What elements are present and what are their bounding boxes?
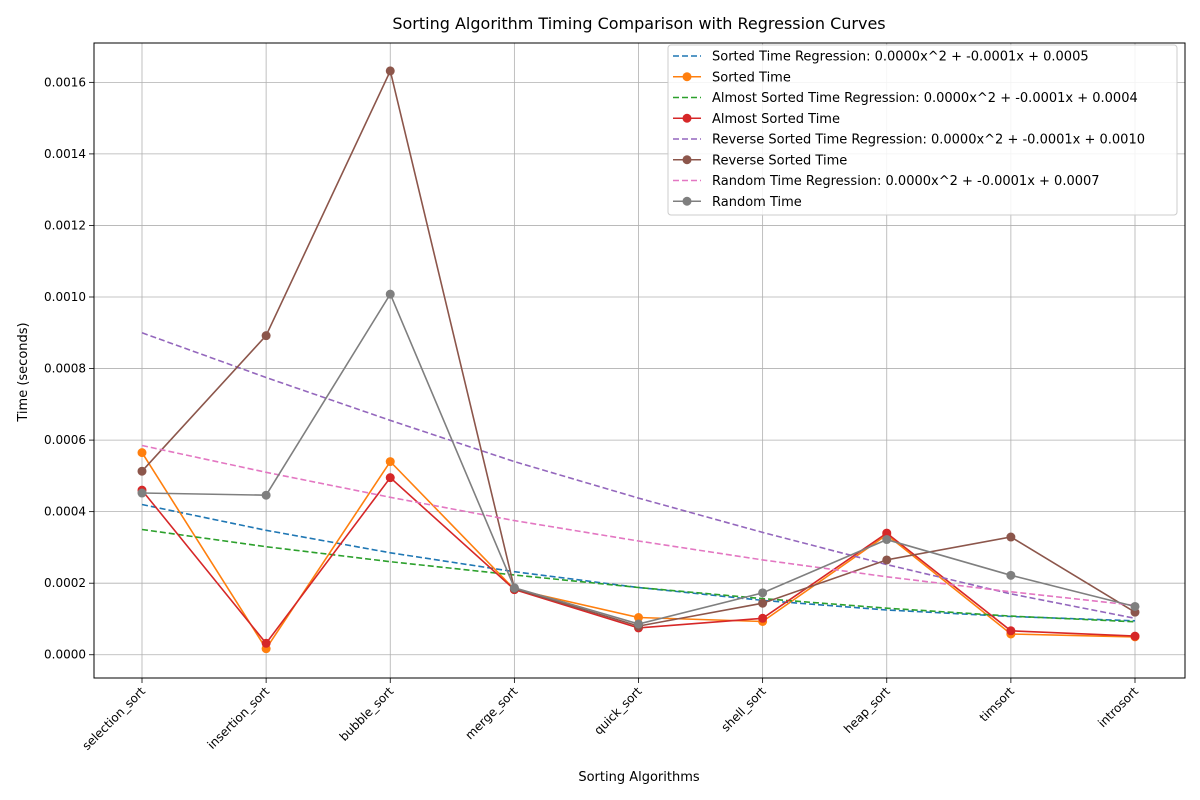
chart-title: Sorting Algorithm Timing Comparison with… [392, 14, 885, 33]
y-axis-label: Time (seconds) [16, 322, 31, 422]
data-point [634, 613, 643, 623]
data-point [385, 66, 395, 76]
data-point [137, 466, 147, 476]
legend-marker [682, 196, 692, 206]
legend-box [667, 44, 1178, 216]
legend-label: Sorted Time Regression: 0.0000x^2 + -0.0… [712, 50, 1089, 65]
data-point [509, 583, 519, 593]
data-point [261, 490, 271, 500]
y-tick-label: 0.0008 [44, 362, 86, 376]
y-tick-label: 0.0016 [44, 75, 86, 89]
plot-series [137, 66, 1140, 654]
y-tick-label: 0.0010 [44, 290, 86, 304]
legend-marker [682, 72, 692, 82]
data-point [1130, 601, 1140, 611]
data-point [261, 638, 271, 648]
y-tick-label: 0.0004 [44, 505, 86, 519]
data-point [1006, 570, 1016, 580]
y-tick-label: 0.0014 [44, 147, 86, 161]
legend-label: Random Time [712, 195, 802, 210]
data-point [385, 473, 395, 483]
legend-marker [682, 155, 692, 165]
y-tick-label: 0.0002 [44, 576, 86, 590]
regression-line [141, 528, 1136, 623]
plot-frame [93, 42, 1186, 679]
y-tick-label: 0.0012 [44, 218, 86, 232]
legend-label: Random Time Regression: 0.0000x^2 + -0.0… [712, 174, 1100, 189]
data-point [882, 555, 892, 565]
data-point [137, 488, 147, 498]
data-point [758, 613, 768, 623]
data-point [634, 619, 643, 629]
data-point [385, 289, 395, 299]
x-axis-label: Sorting Algorithms [578, 770, 700, 785]
data-point [261, 331, 271, 341]
regression-line [141, 332, 1136, 620]
regression-line [141, 444, 1136, 607]
legend-label: Sorted Time [712, 70, 791, 85]
data-point [1130, 631, 1140, 641]
legend: Sorted Time Regression: 0.0000x^2 + -0.0… [667, 44, 1178, 216]
data-point [385, 457, 395, 467]
y-tick-label: 0.0000 [44, 648, 86, 662]
legend-label: Almost Sorted Time [712, 112, 840, 127]
y-tick-label: 0.0006 [44, 433, 86, 447]
data-point [137, 448, 147, 458]
legend-label: Reverse Sorted Time [712, 153, 847, 168]
legend-marker [682, 113, 692, 123]
legend-label: Almost Sorted Time Regression: 0.0000x^2… [712, 91, 1138, 106]
data-point [758, 588, 768, 598]
data-point [1006, 532, 1016, 542]
data-point [882, 535, 892, 545]
data-point [758, 598, 768, 608]
data-point [1006, 626, 1016, 636]
data-point [882, 528, 892, 538]
legend-label: Reverse Sorted Time Regression: 0.0000x^… [712, 133, 1145, 148]
